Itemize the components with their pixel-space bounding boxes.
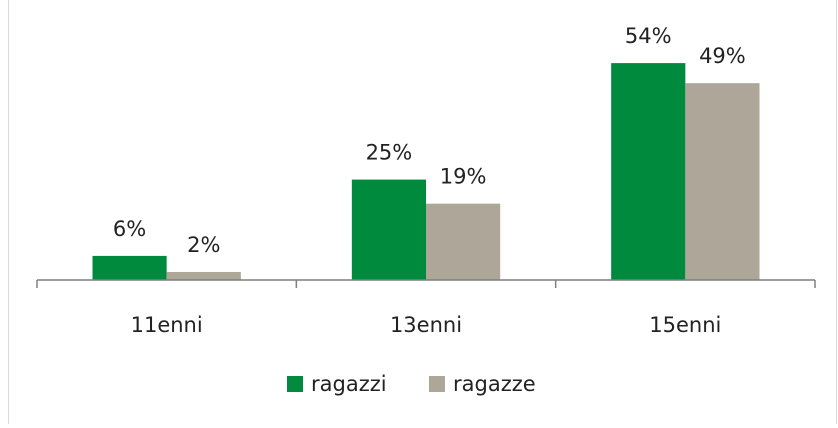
bar [611, 63, 686, 280]
legend-label: ragazzi [311, 372, 387, 396]
legend-label: ragazze [453, 372, 536, 396]
x-tick-label: 13enni [390, 313, 462, 337]
data-label: 2% [187, 233, 220, 257]
data-label: 49% [699, 44, 746, 68]
legend-swatch [287, 376, 303, 392]
bar [685, 83, 760, 280]
bar [351, 179, 426, 280]
data-label: 6% [113, 217, 146, 241]
data-label: 54% [625, 24, 672, 48]
bar [426, 203, 501, 280]
bar [166, 271, 241, 280]
data-label: 25% [366, 141, 413, 165]
x-tick-label: 15enni [649, 313, 721, 337]
x-tick-label: 11enni [131, 313, 203, 337]
legend-swatch [429, 376, 445, 392]
bar [92, 255, 167, 280]
data-label: 19% [440, 165, 487, 189]
